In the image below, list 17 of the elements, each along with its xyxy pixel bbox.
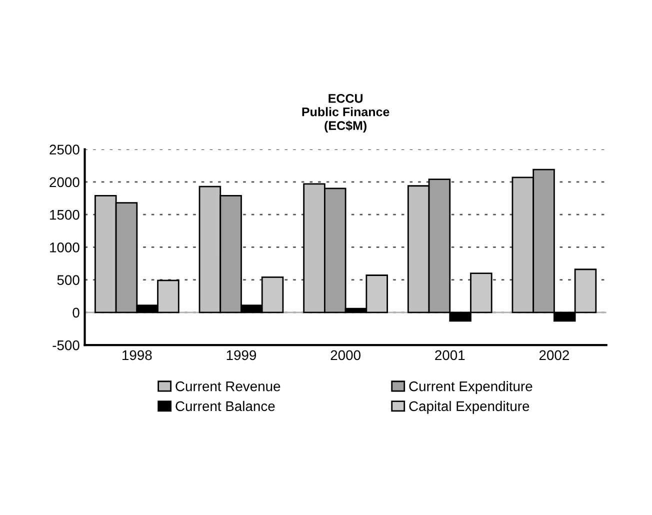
y-tick-label: 0 [72, 308, 80, 318]
y-tick-label: 1000 [50, 242, 80, 252]
x-tick-label: 2002 [539, 350, 569, 360]
y-tick-label: 1500 [50, 210, 80, 220]
y-tick-label: -500 [52, 340, 80, 350]
y-tick-label: 2000 [50, 177, 80, 188]
x-tick-label: 1999 [226, 350, 256, 360]
legend-label: Current Expenditure [409, 381, 532, 394]
chart-title: ECCU Public Finance (EC$M) [302, 94, 390, 132]
legend-label: Current Revenue [176, 381, 280, 392]
y-tick-label: 2500 [50, 144, 80, 155]
x-tick-label: 2000 [330, 350, 360, 360]
legend-label: Capital Expenditure [409, 400, 530, 414]
x-tick-label: 2001 [435, 350, 465, 360]
x-tick-label: 1998 [122, 350, 152, 360]
legend-label: Current Balance [176, 400, 275, 412]
y-tick-label: 500 [57, 275, 80, 285]
